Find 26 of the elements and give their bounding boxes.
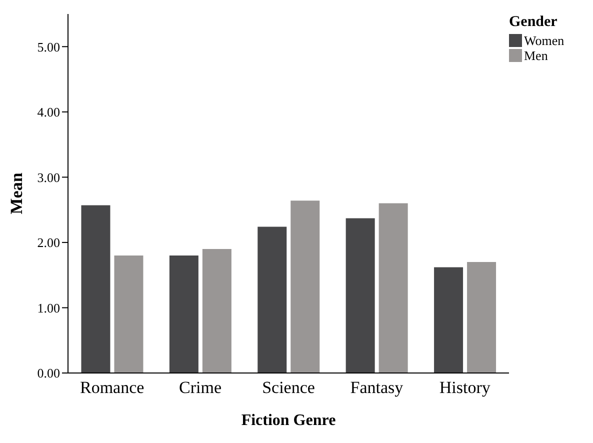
x-tick-label: Science <box>262 378 315 398</box>
x-tick-label: Fantasy <box>350 378 404 398</box>
bar <box>346 218 375 373</box>
bar <box>114 256 144 373</box>
legend-label: Men <box>524 48 548 63</box>
legend-label: Women <box>524 33 564 48</box>
y-tick-label: 3.00 <box>37 170 60 185</box>
bar <box>434 267 464 373</box>
y-axis-title: Mean <box>7 172 26 214</box>
x-tick-label: Romance <box>80 378 144 398</box>
bar <box>81 205 110 373</box>
y-tick-label: 2.00 <box>37 235 60 250</box>
y-tick-label: 4.00 <box>37 104 60 120</box>
legend-title: Gender <box>509 14 558 31</box>
x-tick-label: History <box>439 378 491 398</box>
y-tick-label: 0.00 <box>37 366 60 381</box>
x-axis-title: Fiction Genre <box>241 412 336 429</box>
bar <box>467 262 496 373</box>
bar <box>169 256 198 373</box>
bar <box>258 226 287 373</box>
bar <box>290 200 320 373</box>
bar <box>202 248 232 373</box>
bar <box>378 203 408 373</box>
x-tick-label: Crime <box>179 378 222 398</box>
y-tick-label: 5.00 <box>37 39 60 54</box>
y-tick-label: 1.00 <box>37 300 60 316</box>
